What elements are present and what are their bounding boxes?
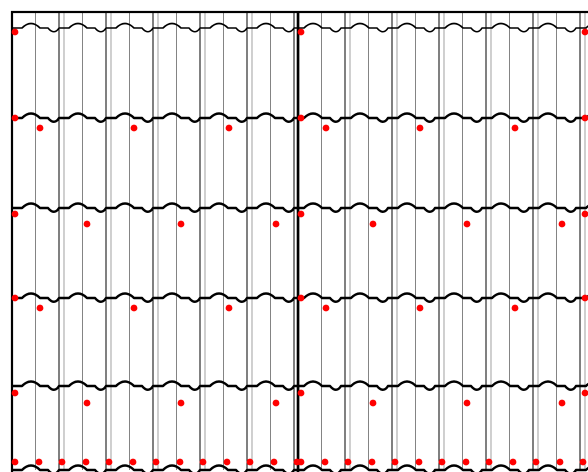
fixing-point [368, 458, 376, 466]
fixing-point [463, 220, 471, 228]
fixing-point [297, 210, 305, 218]
fixing-point [581, 294, 588, 302]
fixing-point [556, 458, 564, 466]
fixing-point [416, 304, 424, 312]
fixing-point [152, 458, 160, 466]
fixing-point [36, 304, 44, 312]
fixing-point [177, 399, 185, 407]
fixing-point [82, 458, 90, 466]
fixing-point [485, 458, 493, 466]
frame-outline [10, 10, 588, 472]
tile-course-edge [12, 464, 588, 472]
fixing-point [297, 389, 305, 397]
fixing-point [532, 458, 540, 466]
fixing-point [199, 458, 207, 466]
fixing-point [129, 458, 137, 466]
fixing-point [511, 124, 519, 132]
tile-rib-lines [35, 12, 586, 470]
fixing-point [581, 114, 588, 122]
fixing-point [11, 389, 19, 397]
fixing-point [11, 114, 19, 122]
fixing-point [177, 220, 185, 228]
fixing-point [297, 114, 305, 122]
fixing-point [83, 399, 91, 407]
tile-course-edge [12, 202, 588, 213]
fixing-point [511, 304, 519, 312]
fixing-point [270, 458, 278, 466]
fixing-point [36, 124, 44, 132]
fixing-point [321, 458, 329, 466]
fixing-point [509, 458, 517, 466]
fixing-point [225, 124, 233, 132]
fixing-point [297, 294, 305, 302]
fixing-point [272, 399, 280, 407]
tile-course-edge [12, 292, 588, 303]
fixing-point [272, 220, 280, 228]
fixing-point [369, 399, 377, 407]
fixing-point [246, 458, 254, 466]
fixing-point [415, 458, 423, 466]
fixing-point [416, 124, 424, 132]
fixing-point [558, 399, 566, 407]
fixing-point [344, 458, 352, 466]
fixing-point [11, 210, 19, 218]
fixing-point [463, 399, 471, 407]
fixing-point [176, 458, 184, 466]
fixing-point [581, 210, 588, 218]
fixing-point [579, 458, 587, 466]
roof-frame [10, 10, 588, 472]
fixing-point [297, 28, 305, 36]
fixing-point [581, 28, 588, 36]
tile-course-edge [12, 22, 588, 33]
fixing-point [322, 304, 330, 312]
fixing-point [35, 458, 43, 466]
fixing-point [391, 458, 399, 466]
fixing-point [11, 294, 19, 302]
fixing-point [130, 304, 138, 312]
tile-course-edge [12, 112, 588, 123]
fixing-point [223, 458, 231, 466]
fixing-point [58, 458, 66, 466]
fixing-point [11, 458, 19, 466]
fixing-point [581, 389, 588, 397]
fixing-point [130, 124, 138, 132]
fixing-point [462, 458, 470, 466]
fixing-point [105, 458, 113, 466]
fixing-point [558, 220, 566, 228]
tile-course-edges [12, 22, 588, 472]
fixing-points [11, 28, 588, 466]
fixing-point [322, 124, 330, 132]
fixing-point [438, 458, 446, 466]
fixing-point [11, 28, 19, 36]
fixing-point [225, 304, 233, 312]
tile-course-edge [12, 380, 588, 391]
fixing-point [369, 220, 377, 228]
fixing-point [83, 220, 91, 228]
fixing-point [297, 458, 305, 466]
